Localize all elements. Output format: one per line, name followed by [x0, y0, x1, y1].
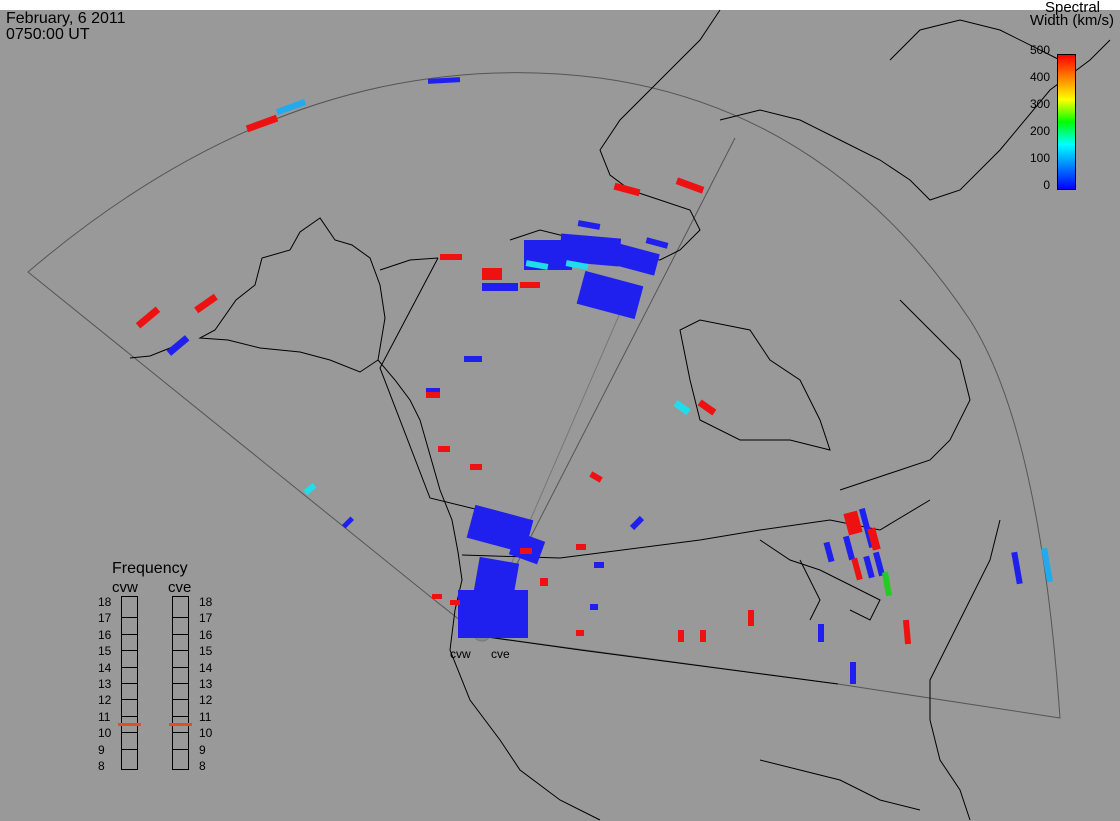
echo-cell [520, 282, 540, 288]
frequency-tick-left: 17 [98, 611, 112, 626]
echo-cell [748, 610, 754, 626]
echo-cell [867, 527, 881, 551]
echo-cell [590, 604, 598, 610]
cve-frequency-marker [169, 723, 192, 727]
echo-cell [482, 268, 502, 280]
echo-cell [673, 400, 691, 415]
echo-cell [576, 630, 584, 636]
echo-cell [540, 578, 548, 586]
echo-cell [1041, 547, 1053, 583]
cve-label: cve [168, 579, 192, 596]
colorbar-tick: 500 [1029, 43, 1050, 57]
echo-cell [341, 516, 355, 529]
colorbar-tick: 400 [1029, 70, 1050, 84]
frequency-tick-left: 11 [98, 709, 111, 724]
radar-label-east: cve [491, 647, 510, 661]
colorbar-title-line2: Width (km/s) [1029, 12, 1114, 29]
date-label: February, 6 2011 [6, 10, 126, 27]
colorbar-tick: 300 [1029, 97, 1050, 111]
radar-echoes [135, 77, 1053, 684]
echo-cell [1011, 551, 1023, 585]
frequency-tick-right: 8 [199, 759, 206, 773]
cvw-frequency-scale [121, 596, 138, 770]
echo-cell [902, 619, 912, 645]
colorbar-tick: 0 [1043, 178, 1050, 192]
echo-cell [432, 594, 442, 599]
echo-cell [166, 335, 190, 356]
echo-cell [594, 238, 660, 276]
colorbar-tick: 200 [1029, 124, 1050, 138]
echo-cell [440, 254, 462, 260]
echo-cell [464, 356, 482, 362]
frequency-tick-left: 18 [98, 595, 112, 609]
frequency-tick-left: 12 [98, 693, 112, 708]
time-label: 0750:00 UT [6, 26, 90, 43]
echo-cell [629, 515, 645, 531]
frequency-tick-right: 13 [199, 677, 213, 691]
frequency-tick-left: 9 [98, 742, 105, 757]
frequency-tick-right: 11 [199, 709, 212, 724]
echo-cell [427, 77, 461, 84]
echo-cell [472, 556, 520, 604]
echo-cell [843, 510, 863, 536]
echo-cell [645, 237, 669, 249]
echo-cell [613, 182, 641, 197]
echo-cell [697, 399, 717, 416]
frequency-tick-right: 16 [199, 627, 213, 642]
frequency-title: Frequency [112, 560, 188, 577]
frequency-tick-right: 14 [199, 660, 213, 675]
echo-cell [245, 114, 279, 133]
echo-cell [594, 562, 604, 568]
cvw-label: cvw [112, 579, 138, 596]
cvw-frequency-marker [118, 723, 141, 727]
frequency-tick-left: 16 [98, 627, 112, 642]
echo-cell [872, 551, 886, 577]
echo-cell [275, 99, 307, 115]
echo-cell [450, 600, 460, 605]
echo-cell [470, 464, 482, 470]
frequency-tick-right: 18 [199, 595, 213, 609]
colorbar [1057, 54, 1076, 190]
echo-cell [482, 283, 518, 291]
colorbar-title-line1: Spectral [1044, 0, 1100, 16]
echo-cell [576, 270, 644, 320]
colorbar-tick: 100 [1029, 151, 1050, 165]
cve-frequency-scale [172, 596, 189, 770]
frequency-tick-right: 15 [199, 644, 213, 659]
echo-cell [675, 177, 705, 194]
frequency-tick-right: 9 [199, 742, 206, 757]
echo-cell [520, 548, 532, 554]
echo-cell [881, 571, 893, 597]
frequency-tick-right: 12 [199, 693, 213, 708]
echo-cell [700, 630, 706, 642]
frequency-tick-right: 10 [199, 726, 213, 741]
echo-cell [426, 392, 440, 398]
echo-cell [863, 555, 875, 579]
echo-cell [426, 388, 440, 395]
frequency-tick-left: 14 [98, 660, 112, 675]
echo-cell [576, 544, 586, 550]
echo-cell [818, 624, 824, 642]
frequency-tick-left: 15 [98, 644, 112, 659]
echo-cell [851, 557, 863, 581]
echo-cell [438, 446, 450, 452]
echo-cell [135, 306, 161, 329]
echo-cell [850, 662, 856, 684]
echo-cell [823, 541, 835, 563]
echo-cell [525, 260, 549, 270]
echo-cell [565, 260, 589, 270]
frequency-tick-right: 17 [199, 611, 213, 626]
echo-cell [842, 535, 856, 561]
coastlines [129, 9, 1111, 821]
echo-cell [589, 471, 603, 483]
echo-cell [678, 630, 684, 642]
frequency-tick-left: 13 [98, 677, 112, 691]
frequency-tick-left: 10 [98, 726, 112, 741]
echo-cell [577, 220, 601, 230]
frequency-tick-left: 8 [98, 759, 105, 773]
echo-cell [194, 293, 218, 314]
echo-cell [303, 482, 317, 496]
radar-label-west: cvw [450, 647, 471, 661]
